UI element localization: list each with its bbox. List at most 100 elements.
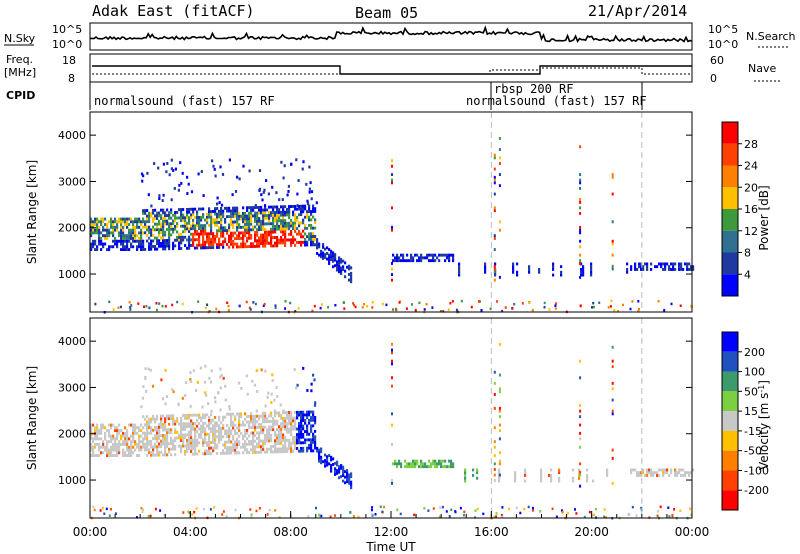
range-cell xyxy=(636,471,639,475)
range-cell xyxy=(141,179,144,183)
range-cell xyxy=(204,416,207,420)
y-tick-label: 3000 xyxy=(58,381,86,394)
range-cell xyxy=(300,446,303,450)
range-cell xyxy=(158,450,161,454)
range-cell xyxy=(256,414,259,418)
range-cell xyxy=(124,443,127,446)
range-cell xyxy=(686,268,689,271)
range-cell xyxy=(192,221,195,225)
range-cell xyxy=(498,423,501,427)
range-cell xyxy=(330,466,333,470)
range-cell xyxy=(646,265,649,269)
range-cell xyxy=(164,442,167,446)
range-cell xyxy=(579,462,582,466)
range-cell xyxy=(124,217,127,221)
range-cell xyxy=(128,231,131,235)
range-cell xyxy=(274,304,277,307)
range-cell xyxy=(134,431,137,435)
range-cell xyxy=(432,259,435,263)
range-cell xyxy=(230,240,233,243)
range-cell xyxy=(168,222,171,226)
range-cell xyxy=(432,507,435,510)
range-cell xyxy=(304,226,307,230)
cpid-segment-3: normalsound (fast) 157 RF xyxy=(466,94,647,108)
range-cell xyxy=(256,425,259,429)
range-cell xyxy=(172,227,175,231)
range-cell xyxy=(692,265,695,269)
range-cell xyxy=(480,309,483,312)
range-cell xyxy=(158,194,161,198)
range-cell xyxy=(316,243,319,247)
range-cell xyxy=(184,436,187,440)
range-cell xyxy=(228,226,231,230)
range-cell xyxy=(322,245,325,249)
range-cell xyxy=(306,446,309,450)
range-cell xyxy=(168,414,171,418)
range-cell xyxy=(258,423,261,426)
range-cell xyxy=(262,228,265,231)
range-cell xyxy=(221,173,225,176)
range-cell xyxy=(228,158,231,162)
range-cell xyxy=(164,439,167,443)
range-cell xyxy=(206,232,209,236)
range-cell xyxy=(246,220,249,224)
range-cell xyxy=(130,454,133,457)
range-cell xyxy=(498,476,501,480)
range-cell xyxy=(226,231,229,235)
range-cell xyxy=(248,169,251,173)
range-cell xyxy=(112,228,115,232)
range-cell xyxy=(284,419,287,423)
range-cell xyxy=(476,471,479,475)
range-cell xyxy=(154,208,157,212)
range-cell xyxy=(495,515,497,518)
range-cell xyxy=(666,262,669,266)
range-cell xyxy=(412,459,415,463)
range-cell xyxy=(638,265,641,269)
range-cell xyxy=(120,234,123,238)
range-cell xyxy=(194,427,197,431)
range-cell xyxy=(110,440,113,444)
range-cell xyxy=(242,245,245,249)
range-cell xyxy=(92,423,95,427)
range-cell xyxy=(290,232,293,236)
range-cell xyxy=(286,450,289,453)
range-cell xyxy=(234,415,237,419)
range-cell xyxy=(590,273,593,277)
range-cell xyxy=(391,159,393,163)
range-cell xyxy=(592,305,595,309)
range-cell xyxy=(142,415,145,419)
range-cell xyxy=(249,308,252,311)
range-cell xyxy=(224,240,227,244)
range-cell xyxy=(579,245,582,249)
range-cell xyxy=(124,223,127,226)
range-cell xyxy=(222,245,225,249)
range-cell xyxy=(658,262,661,266)
range-cell xyxy=(493,175,496,179)
range-cell xyxy=(162,225,165,229)
range-cell xyxy=(150,211,153,215)
range-cell xyxy=(120,225,123,229)
range-cell xyxy=(371,506,374,509)
range-cell xyxy=(252,414,255,418)
range-cell xyxy=(228,240,231,243)
x-tick-label: 00:00 xyxy=(73,525,108,539)
range-cell xyxy=(218,415,221,419)
range-cell xyxy=(540,479,543,483)
range-cell xyxy=(224,237,227,241)
range-cell xyxy=(296,232,299,236)
range-cell xyxy=(212,418,215,422)
range-cell xyxy=(286,447,289,451)
range-cell xyxy=(244,242,247,246)
range-cell xyxy=(418,256,421,260)
range-cell xyxy=(294,411,297,414)
range-cell xyxy=(262,214,265,218)
range-cell xyxy=(222,234,225,238)
range-cell xyxy=(162,425,165,429)
range-cell xyxy=(234,242,237,246)
range-cell xyxy=(230,412,233,416)
range-cell xyxy=(279,403,282,407)
range-cell xyxy=(552,262,555,266)
range-cell xyxy=(673,508,676,511)
range-cell xyxy=(294,224,297,228)
range-cell xyxy=(216,218,219,222)
